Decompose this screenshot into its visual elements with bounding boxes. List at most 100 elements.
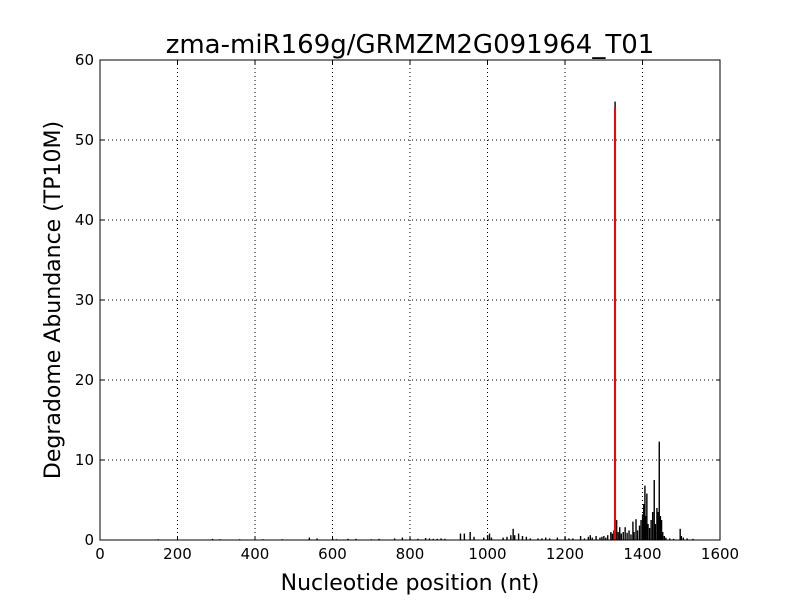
x-tick-label: 1600 [701, 545, 739, 563]
abundance-bar [672, 538, 675, 540]
abundance-bar [514, 535, 516, 540]
abundance-bar [654, 524, 657, 540]
abundance-bar [401, 537, 404, 540]
x-tick-label: 200 [163, 545, 192, 563]
abundance-bar [686, 538, 688, 540]
abundance-bar [393, 538, 396, 540]
abundance-bar [579, 536, 582, 540]
abundance-bar [628, 530, 630, 540]
abundance-bar [529, 538, 531, 540]
abundance-bar [424, 538, 427, 540]
abundance-bar [541, 538, 543, 540]
abundance-bar [630, 534, 632, 540]
abundance-bar [463, 533, 466, 540]
abundance-bar [444, 538, 446, 540]
abundance-bar [355, 538, 357, 540]
abundance-bar [635, 519, 637, 540]
x-tick-label: 600 [318, 545, 347, 563]
abundance-bar [417, 538, 419, 540]
y-tick-label: 30 [75, 291, 94, 309]
abundance-bar [632, 521, 634, 540]
abundance-bar [643, 504, 645, 540]
x-axis-label: Nucleotide position (nt) [281, 571, 540, 596]
abundance-bar [595, 536, 597, 540]
abundance-bar [624, 527, 626, 540]
abundance-bar [646, 493, 648, 540]
abundance-bar [605, 537, 607, 540]
abundance-bar [591, 537, 593, 540]
abundance-bar [603, 536, 605, 540]
abundance-bar [648, 528, 651, 540]
abundance-bar [525, 536, 528, 540]
abundance-bar [211, 538, 214, 540]
ticks: 0 200 400 600 800 1000 1200 1400 1600 0 10 20 30 40 50… [75, 51, 739, 563]
abundance-bar [660, 520, 663, 540]
abundance-bar [587, 536, 590, 540]
y-tick-label: 50 [75, 131, 94, 149]
abundance-bar [619, 527, 621, 540]
abundance-bar [556, 537, 559, 540]
abundance-bar [488, 533, 491, 540]
abundance-bar [636, 530, 639, 540]
abundance-bar [640, 520, 642, 540]
abundance-bar [659, 516, 662, 540]
y-tick-label: 40 [75, 211, 94, 229]
abundance-bar [692, 538, 694, 540]
abundance-bar [473, 536, 475, 540]
abundance-bar [622, 532, 624, 540]
x-tick-label: 1200 [546, 545, 584, 563]
abundance-bar [680, 536, 683, 540]
abundance-bar [506, 536, 508, 540]
abundance-bar [657, 512, 659, 540]
x-tick-label: 1000 [468, 545, 506, 563]
abundance-bar [615, 520, 618, 540]
abundance-bar [589, 535, 591, 540]
abundance-bar [545, 537, 547, 540]
abundance-bar [656, 508, 658, 540]
abundance-bar [521, 536, 524, 540]
abundance-bar [583, 538, 586, 540]
abundance-bar [647, 524, 649, 540]
abundance-bar [308, 537, 311, 540]
abundance-bar [650, 520, 652, 540]
abundance-bar [611, 533, 614, 540]
abundance-bar [572, 538, 574, 540]
abundance-bar [626, 532, 628, 540]
abundance-bar [653, 480, 655, 540]
x-tick-label: 800 [396, 545, 425, 563]
abundance-bar [679, 528, 681, 540]
abundance-bar [502, 537, 504, 540]
abundance-bar [633, 532, 635, 540]
abundance-bar [599, 537, 601, 540]
bars [157, 101, 694, 540]
abundance-bar [347, 538, 349, 540]
abundance-bar [682, 537, 684, 540]
abundance-bar [663, 536, 665, 540]
abundance-bar [645, 516, 647, 540]
abundance-bar [613, 530, 615, 540]
abundance-bar [620, 533, 622, 540]
plot-frame [99, 59, 721, 541]
x-tick-label: 400 [241, 545, 270, 563]
abundance-bar [644, 485, 646, 540]
abundance-bar [510, 535, 512, 540]
abundance-bar [436, 538, 438, 540]
abundance-bar [537, 538, 539, 540]
y-tick-label: 60 [75, 51, 94, 69]
abundance-bar [610, 532, 612, 540]
abundance-bar [316, 538, 318, 540]
abundance-bar [601, 536, 603, 540]
y-tick-label: 0 [84, 531, 94, 549]
abundance-bar [665, 537, 667, 540]
chart-title: zma-miR169g/GRMZM2G091964_T01 [166, 30, 655, 60]
abundance-bar [662, 532, 664, 540]
abundance-bar [607, 535, 609, 540]
y-tick-label: 20 [75, 371, 94, 389]
abundance-bar [658, 441, 660, 540]
abundance-bar [638, 525, 641, 540]
abundance-bar [432, 538, 435, 540]
abundance-bar [469, 532, 471, 540]
x-tick-label: 0 [95, 545, 105, 563]
grid [99, 59, 721, 541]
